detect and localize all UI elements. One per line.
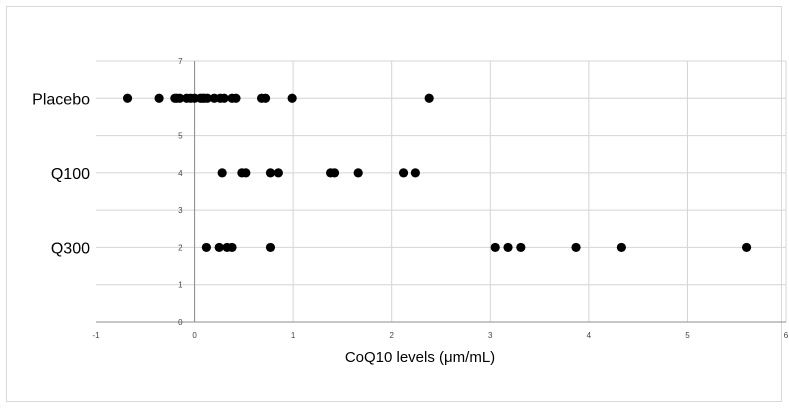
- x-tick-label: -1: [92, 331, 100, 340]
- y-tick-label: 5: [178, 132, 183, 141]
- data-point: [202, 93, 212, 103]
- data-point: [214, 242, 224, 253]
- category-label-q300: Q300: [51, 240, 90, 257]
- data-point: [122, 93, 133, 103]
- data-point: [227, 242, 237, 253]
- x-tick-label: 5: [685, 331, 690, 340]
- x-tick-label: 1: [291, 331, 296, 340]
- data-point: [231, 93, 241, 103]
- data-point: [329, 168, 340, 178]
- y-tick-label: 1: [178, 281, 183, 290]
- x-tick-label: 6: [784, 331, 789, 340]
- data-point: [741, 242, 752, 253]
- data-point: [571, 242, 581, 253]
- data-point: [287, 93, 297, 103]
- x-tick-label: 2: [389, 331, 394, 340]
- data-point: [217, 168, 227, 178]
- data-point: [516, 242, 526, 253]
- data-point: [398, 168, 409, 178]
- y-tick-label: 4: [178, 169, 183, 178]
- data-point: [241, 168, 251, 178]
- data-point: [265, 242, 276, 253]
- data-point: [219, 93, 229, 103]
- x-tick-label: 3: [488, 331, 493, 340]
- data-point: [424, 93, 434, 103]
- data-point: [616, 242, 626, 253]
- tick-labels: -1012345601234567: [92, 57, 788, 340]
- category-label-placebo: Placebo: [32, 91, 90, 108]
- x-tick-label: 0: [192, 331, 197, 340]
- data-points: [122, 93, 752, 253]
- x-tick-label: 4: [587, 331, 592, 340]
- data-point: [273, 168, 283, 178]
- data-point: [410, 168, 420, 178]
- x-axis-label: CoQ10 levels (μm/mL): [345, 349, 495, 366]
- y-tick-label: 2: [178, 243, 183, 252]
- data-point: [490, 242, 500, 253]
- y-tick-label: 7: [178, 57, 183, 66]
- data-point: [353, 168, 363, 178]
- data-point: [201, 242, 211, 253]
- axes: [96, 61, 786, 323]
- y-tick-label: 3: [178, 206, 183, 215]
- y-tick-label: 0: [178, 318, 183, 327]
- data-point: [260, 93, 271, 103]
- category-labels: Placebo Q100 Q300: [32, 91, 90, 257]
- data-point: [265, 168, 276, 178]
- chart-frame: [6, 6, 782, 402]
- data-point: [503, 242, 513, 253]
- data-point: [175, 93, 185, 103]
- category-label-q100: Q100: [51, 166, 90, 183]
- data-point: [154, 93, 164, 103]
